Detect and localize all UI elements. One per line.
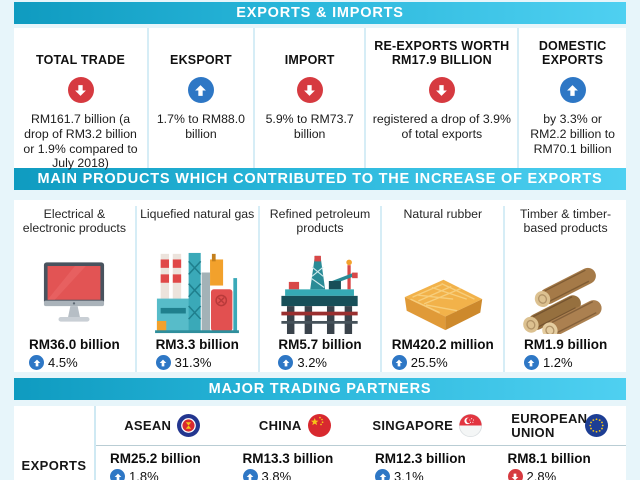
product-value: RM1.9 billion bbox=[523, 337, 608, 352]
product-electrical: Electrical & electronic products RM36.0 … bbox=[14, 206, 137, 372]
product-value: RM36.0 billion bbox=[29, 337, 120, 352]
stat-heading: RE-EXPORTS WORTH RM17.9 BILLION bbox=[374, 38, 510, 68]
increase-arrow-icon bbox=[391, 355, 407, 370]
partner-change: 3.8% bbox=[261, 469, 292, 480]
exports-imports-header: EXPORTS & IMPORTS bbox=[14, 2, 626, 24]
main-products-title: MAIN PRODUCTS WHICH CONTRIBUTED TO THE I… bbox=[37, 171, 603, 187]
increase-arrow-icon bbox=[278, 355, 294, 370]
gas-plant-icon bbox=[140, 248, 255, 334]
partner-value: RM13.3 billion bbox=[242, 451, 334, 466]
stat-text: by 3.3% or RM2.2 billion to RM70.1 billi… bbox=[530, 112, 615, 156]
product-change: 31.3% bbox=[174, 355, 212, 370]
product-change: 4.5% bbox=[48, 355, 78, 370]
stat-text: 5.9% to RM73.7 billion bbox=[265, 112, 354, 141]
increase-arrow-icon bbox=[187, 77, 214, 103]
trading-partners-header: MAJOR TRADING PARTNERS bbox=[14, 378, 626, 400]
increase-arrow-icon bbox=[559, 77, 586, 103]
partner-value: RM12.3 billion bbox=[375, 451, 466, 466]
product-value: RM3.3 billion bbox=[155, 337, 239, 352]
asean-flag-icon bbox=[177, 414, 201, 437]
partner-asean-exports: RM25.2 billion 1.8% bbox=[96, 446, 229, 480]
stat-heading: IMPORT bbox=[284, 53, 335, 68]
trading-partners-panel: ASEAN CHINA SINGAPORE bbox=[14, 406, 626, 480]
product-value: RM5.7 billion bbox=[278, 337, 362, 352]
increase-arrow-icon bbox=[523, 355, 539, 370]
stat-text: RM161.7 billion (a drop of RM3.2 billion… bbox=[23, 112, 138, 171]
partner-china: CHINA bbox=[228, 406, 361, 446]
partner-name: CHINA bbox=[258, 417, 302, 433]
decrease-arrow-icon bbox=[507, 469, 523, 480]
decrease-arrow-icon bbox=[67, 77, 94, 103]
stat-heading: DOMESTIC EXPORTS bbox=[538, 38, 607, 68]
stat-re-exports: RE-EXPORTS WORTH RM17.9 BILLION register… bbox=[366, 28, 520, 168]
main-products-header: MAIN PRODUCTS WHICH CONTRIBUTED TO THE I… bbox=[14, 168, 626, 190]
partner-value: RM8.1 billion bbox=[507, 451, 591, 466]
rubber-slab-icon bbox=[385, 248, 500, 334]
product-label: Timber & timber-based products bbox=[520, 207, 612, 235]
eu-flag-icon bbox=[585, 414, 609, 437]
product-label: Refined petroleum products bbox=[269, 207, 371, 235]
exports-row-label: EXPORTS bbox=[14, 446, 96, 480]
stat-eksport: EKSPORT 1.7% to RM88.0 billion bbox=[149, 28, 255, 168]
computer-monitor-icon bbox=[17, 248, 132, 334]
product-timber: Timber & timber-based products bbox=[505, 206, 626, 372]
product-lng: Liquefied natural gas bbox=[137, 206, 260, 372]
singapore-flag-icon bbox=[459, 414, 483, 437]
product-change: 1.2% bbox=[542, 355, 573, 370]
partner-change: 2.8% bbox=[526, 469, 557, 480]
oil-rig-icon bbox=[263, 248, 378, 334]
partner-value: RM25.2 billion bbox=[110, 451, 201, 466]
stat-domestic-exports: DOMESTIC EXPORTS by 3.3% or RM2.2 billio… bbox=[519, 28, 626, 168]
stat-heading: EKSPORT bbox=[170, 53, 232, 68]
product-petroleum: Refined petroleum products bbox=[260, 206, 383, 372]
partner-change: 3.1% bbox=[394, 469, 424, 480]
stat-total-trade: TOTAL TRADE RM161.7 billion (a drop of R… bbox=[14, 28, 149, 171]
decrease-arrow-icon bbox=[296, 77, 323, 103]
increase-arrow-icon bbox=[110, 469, 125, 480]
product-change: 3.2% bbox=[297, 355, 327, 370]
increase-arrow-icon bbox=[242, 469, 258, 480]
stat-import: IMPORT 5.9% to RM73.7 billion bbox=[255, 28, 367, 168]
product-label: Liquefied natural gas bbox=[140, 207, 255, 221]
increase-arrow-icon bbox=[155, 355, 171, 370]
trading-partners-title: MAJOR TRADING PARTNERS bbox=[208, 381, 432, 397]
partner-european-union: EUROPEAN UNION bbox=[493, 406, 626, 446]
trade-stats-panel: TOTAL TRADE RM161.7 billion (a drop of R… bbox=[14, 28, 626, 171]
main-products-panel: Electrical & electronic products RM36.0 … bbox=[14, 200, 626, 372]
timber-logs-icon bbox=[508, 248, 623, 334]
partner-asean: ASEAN bbox=[96, 406, 229, 446]
partner-singapore-exports: RM12.3 billion 3.1% bbox=[361, 446, 494, 480]
exports-imports-title: EXPORTS & IMPORTS bbox=[236, 5, 404, 21]
partner-china-exports: RM13.3 billion 3.8% bbox=[229, 446, 362, 480]
product-rubber: Natural rubber RM420.2 million 25.5% bbox=[382, 206, 506, 372]
product-label: Electrical & electronic products bbox=[22, 207, 126, 235]
product-value: RM420.2 million bbox=[391, 337, 494, 352]
spacer-cell bbox=[14, 406, 96, 446]
increase-arrow-icon bbox=[375, 469, 390, 480]
partner-name: SINGAPORE bbox=[372, 417, 454, 433]
partner-change: 1.8% bbox=[129, 469, 159, 480]
decrease-arrow-icon bbox=[428, 77, 455, 103]
partner-eu-exports: RM8.1 billion 2.8% bbox=[494, 446, 627, 480]
stat-text: registered a drop of 3.9% of total expor… bbox=[372, 112, 511, 141]
stat-heading: TOTAL TRADE bbox=[35, 53, 125, 68]
partner-name: EUROPEAN UNION bbox=[511, 410, 588, 440]
increase-arrow-icon bbox=[29, 355, 45, 370]
partner-name: ASEAN bbox=[124, 417, 172, 433]
partner-singapore: SINGAPORE bbox=[361, 406, 494, 446]
product-change: 25.5% bbox=[410, 355, 448, 370]
product-label: Natural rubber bbox=[403, 207, 483, 221]
stat-text: 1.7% to RM88.0 billion bbox=[156, 112, 246, 141]
china-flag-icon bbox=[307, 414, 331, 437]
